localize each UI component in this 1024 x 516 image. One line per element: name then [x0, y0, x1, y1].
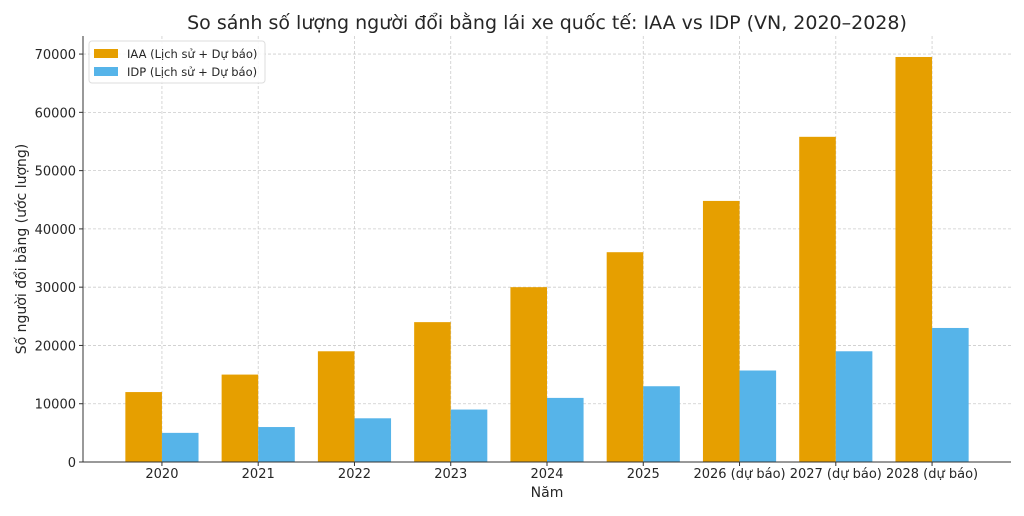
axes: 0 10000 20000 30000 40000 50000 60000 70000 2020…	[35, 36, 1011, 482]
bar-iaa-2021	[221, 374, 259, 462]
legend-swatch	[94, 49, 118, 58]
bar-iaa-2026	[702, 200, 740, 462]
y-axis-label: Số người đổi bằng (ước lượng)	[13, 144, 30, 355]
y-tick-label: 20000	[35, 339, 76, 354]
bar-idp-2024	[547, 397, 584, 462]
x-tick-label: 2020	[145, 467, 178, 482]
bar-iaa-2024	[510, 287, 547, 462]
bar-iaa-2022	[317, 351, 355, 462]
x-tick-label: 2022	[338, 467, 371, 482]
x-tick-label: 2024	[530, 467, 563, 482]
x-tick-label: 2026 (dự báo)	[693, 467, 785, 482]
legend: IAA (Lịch sử + Dự báo) IDP (Lịch sử + Dự …	[88, 40, 266, 84]
bar-iaa-2020	[125, 392, 162, 462]
y-tick-label: 10000	[35, 398, 76, 413]
x-tick-label: 2023	[434, 467, 467, 482]
y-tick-label: 60000	[35, 106, 76, 121]
x-tick-label: 2025	[627, 467, 660, 482]
y-tick-label: 30000	[35, 281, 76, 296]
x-axis-label: Năm	[531, 485, 564, 501]
y-tick-label: 40000	[35, 223, 76, 238]
bar-iaa-2027	[799, 136, 836, 462]
x-tick-label: 2027 (dự báo)	[790, 467, 882, 482]
bar-idp-2023	[450, 409, 488, 462]
bar-idp-2026	[739, 370, 777, 462]
y-tick-label: 0	[68, 456, 76, 471]
bar-idp-2022	[354, 418, 392, 462]
x-tick-label: 2028 (dự báo)	[886, 467, 978, 482]
bar-idp-2025	[643, 386, 680, 462]
bar-idp-2028	[932, 327, 969, 462]
bar-iaa-2028	[895, 56, 933, 462]
legend-box	[88, 40, 266, 84]
bar-idp-2020	[161, 432, 199, 462]
bar-iaa-2023	[414, 322, 451, 462]
x-tick-label: 2021	[242, 467, 275, 482]
bar-idp-2027	[835, 351, 873, 462]
y-tick-label: 70000	[35, 48, 76, 63]
legend-label: IAA (Lịch sử + Dự báo)	[127, 47, 257, 61]
y-tick-label: 50000	[35, 165, 76, 180]
bars	[125, 56, 969, 462]
legend-label: IDP (Lịch sử + Dự báo)	[127, 65, 257, 79]
legend-swatch	[94, 67, 118, 76]
chart-title: So sánh số lượng người đổi bằng lái xe q…	[187, 11, 907, 34]
bar-iaa-2025	[606, 252, 644, 462]
bar-idp-2021	[258, 427, 295, 462]
